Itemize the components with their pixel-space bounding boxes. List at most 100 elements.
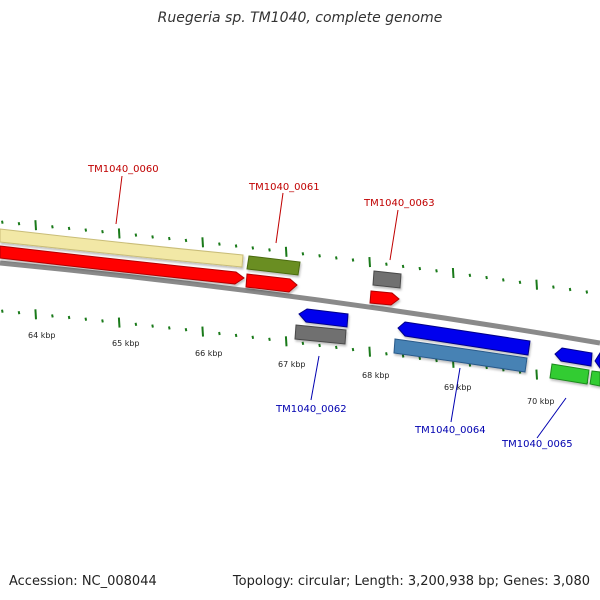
map-title: Ruegeria sp. TM1040, complete genome [157, 10, 443, 26]
outer-tick-0 [1, 220, 4, 224]
outer-tick-22 [368, 257, 371, 268]
inner-tick-13 [218, 331, 221, 336]
gene-label-0065[interactable]: TM1040_0065 [501, 439, 573, 450]
outer-tick-12 [201, 237, 204, 248]
inner-tick-24 [401, 354, 405, 358]
inner-tick-14 [234, 333, 238, 338]
outer-tick-15 [251, 246, 255, 250]
inner-tick-22 [368, 346, 371, 357]
outer-tick-29 [485, 275, 488, 280]
outer-tick-17 [284, 246, 288, 257]
scale-label-68: 68 kbp [362, 371, 390, 380]
feature-0064-cog[interactable] [393, 338, 528, 373]
outer-tick-3 [51, 225, 54, 229]
outer-tick-9 [151, 235, 154, 239]
outer-tick-6 [101, 230, 104, 234]
genome-backbone [0, 260, 600, 346]
feature-0061-cog[interactable] [246, 255, 301, 276]
outer-tick-26 [435, 269, 438, 273]
feature-0065-cog[interactable] [549, 363, 590, 385]
scale-label-65: 65 kbp [112, 339, 140, 348]
feature-0060-arrow[interactable] [0, 245, 245, 285]
feature-0064-arrow[interactable] [397, 321, 531, 356]
outer-tick-31 [518, 280, 522, 284]
scale-label-69: 69 kbp [444, 383, 472, 392]
inner-tick-9 [151, 324, 154, 328]
inner-tick-25 [418, 356, 422, 360]
outer-tick-21 [351, 258, 355, 262]
feature-0066-cog[interactable] [589, 370, 600, 387]
outer-tick-13 [218, 242, 221, 246]
feature-0065-arrow[interactable] [554, 347, 593, 367]
inner-tick-21 [351, 347, 355, 352]
inner-tick-16 [268, 337, 271, 341]
inner-tick-4 [67, 315, 71, 320]
inner-tick-3 [51, 314, 54, 318]
outer-tick-18 [301, 252, 305, 256]
outer-tick-32 [535, 279, 538, 290]
feature-0060-cog[interactable] [0, 228, 244, 268]
inner-tick-18 [301, 341, 305, 345]
gene-label-0060[interactable]: TM1040_0060 [87, 164, 159, 175]
leader-0065 [536, 397, 567, 439]
leader-0063 [389, 209, 399, 261]
feature-0066-arrow[interactable] [594, 352, 600, 369]
inner-tick-7 [117, 317, 121, 328]
outer-tick-35 [585, 290, 589, 294]
accession-text: Accession: NC_008044 [9, 574, 157, 589]
outer-tick-34 [568, 287, 572, 292]
inner-tick-20 [335, 345, 338, 350]
outer-tick-row [1, 220, 589, 294]
inner-tick-12 [201, 326, 204, 337]
outer-tick-14 [234, 244, 238, 248]
inner-tick-26 [435, 358, 438, 363]
outer-tick-27 [451, 267, 455, 279]
inner-tick-32 [535, 369, 538, 380]
leader-0062 [310, 355, 320, 401]
gene-label-0061[interactable]: TM1040_0061 [248, 182, 320, 193]
feature-0062-cog[interactable] [294, 324, 347, 345]
outer-tick-30 [502, 278, 505, 282]
outer-tick-8 [134, 233, 138, 237]
leader-0064 [450, 367, 461, 423]
genome-summary-text: Topology: circular; Length: 3,200,938 bp… [232, 574, 590, 589]
outer-tick-33 [552, 285, 555, 289]
inner-tick-0 [1, 309, 4, 313]
inner-tick-11 [184, 328, 188, 332]
outer-tick-4 [67, 226, 71, 231]
inner-tick-23 [385, 352, 388, 356]
inner-tick-2 [34, 309, 37, 320]
outer-tick-2 [34, 220, 37, 231]
leader-0060 [115, 175, 123, 225]
gene-label-0064[interactable]: TM1040_0064 [414, 425, 486, 436]
inner-tick-8 [134, 322, 138, 326]
scale-label-66: 66 kbp [195, 349, 223, 358]
outer-tick-1 [17, 222, 21, 226]
feature-0063-cog[interactable] [372, 270, 402, 289]
outer-tick-10 [168, 236, 171, 241]
outer-tick-20 [335, 256, 338, 260]
feature-0063-arrow[interactable] [369, 290, 400, 306]
outer-tick-16 [268, 248, 271, 252]
scale-label-70: 70 kbp [527, 397, 555, 406]
outer-tick-28 [468, 273, 472, 277]
outer-tick-23 [385, 262, 388, 266]
scale-label-67: 67 kbp [278, 360, 306, 369]
scale-label-64: 64 kbp [28, 331, 56, 340]
leader-0061 [275, 192, 284, 244]
inner-tick-15 [251, 335, 255, 339]
outer-tick-11 [184, 238, 188, 243]
inner-tick-5 [84, 317, 88, 321]
inner-tick-6 [101, 319, 104, 323]
gene-label-0062[interactable]: TM1040_0062 [275, 404, 347, 415]
feature-0062-arrow[interactable] [298, 308, 349, 328]
inner-tick-19 [318, 343, 321, 348]
outer-tick-5 [84, 228, 88, 232]
feature-0061-arrow[interactable] [245, 273, 298, 293]
outer-tick-19 [318, 254, 321, 258]
outer-tick-7 [117, 228, 121, 239]
outer-tick-24 [401, 264, 405, 269]
gene-label-0063[interactable]: TM1040_0063 [363, 198, 435, 209]
inner-tick-17 [284, 336, 288, 347]
